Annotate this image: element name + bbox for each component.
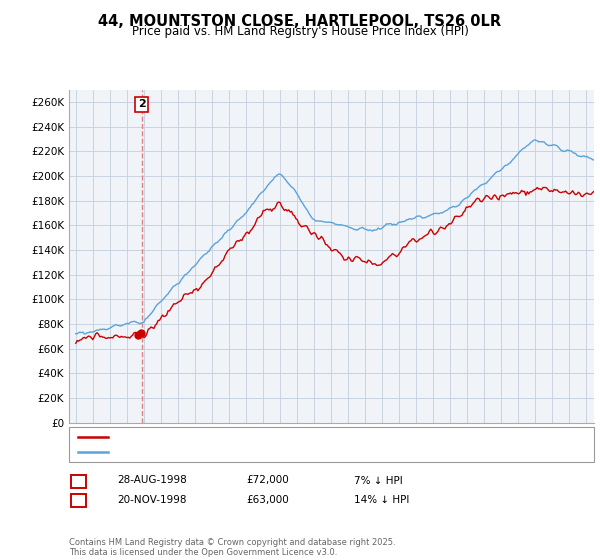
Text: £72,000: £72,000	[246, 475, 289, 486]
Text: 14% ↓ HPI: 14% ↓ HPI	[354, 494, 409, 505]
Text: 7% ↓ HPI: 7% ↓ HPI	[354, 475, 403, 486]
Text: 1: 1	[75, 475, 82, 486]
Text: 2: 2	[75, 494, 82, 505]
Text: 20-NOV-1998: 20-NOV-1998	[117, 494, 187, 505]
Text: Contains HM Land Registry data © Crown copyright and database right 2025.
This d: Contains HM Land Registry data © Crown c…	[69, 538, 395, 557]
Text: 44, MOUNTSTON CLOSE, HARTLEPOOL, TS26 0LR: 44, MOUNTSTON CLOSE, HARTLEPOOL, TS26 0L…	[98, 14, 502, 29]
Text: £63,000: £63,000	[246, 494, 289, 505]
Text: 28-AUG-1998: 28-AUG-1998	[117, 475, 187, 486]
Text: 2: 2	[138, 100, 146, 109]
Text: Price paid vs. HM Land Registry's House Price Index (HPI): Price paid vs. HM Land Registry's House …	[131, 25, 469, 38]
Text: 44, MOUNTSTON CLOSE, HARTLEPOOL, TS26 0LR (detached house): 44, MOUNTSTON CLOSE, HARTLEPOOL, TS26 0L…	[114, 432, 443, 442]
Text: HPI: Average price, detached house, Hartlepool: HPI: Average price, detached house, Hart…	[114, 447, 346, 458]
